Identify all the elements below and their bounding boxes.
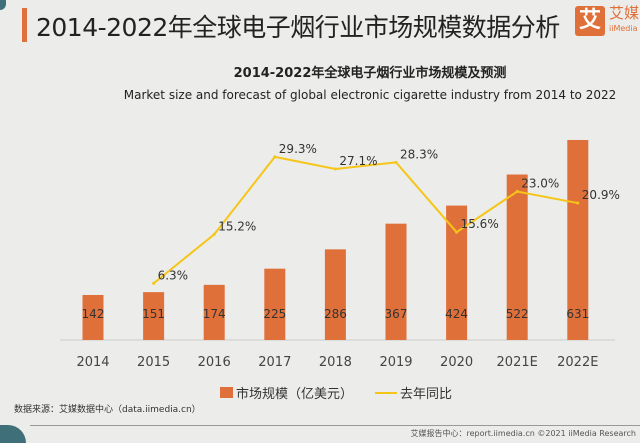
x-tick-label: 2021E: [497, 355, 538, 370]
bar: [82, 294, 104, 340]
footer-text: 艾媒报告中心：report.iimedia.cn ©2021 iiMedia R…: [410, 429, 636, 438]
yoy-value-label: 23.0%: [521, 177, 559, 191]
yoy-point: [212, 232, 216, 236]
logo-name: 艾媒: [609, 4, 640, 22]
legend-line-label: 去年同比: [400, 387, 453, 402]
bar-value-label: 286: [324, 307, 347, 321]
bar-value-label: 367: [385, 307, 408, 321]
yoy-point: [152, 281, 156, 285]
bar: [203, 284, 225, 340]
yoy-value-label: 6.3%: [158, 268, 189, 282]
yoy-value-label: 20.9%: [582, 188, 620, 202]
data-source: 数据来源：艾媒数据中心（data.iimedia.cn）: [14, 405, 201, 415]
corner-decoration: [0, 425, 26, 443]
title-accent-bar: [22, 8, 27, 42]
footer-divider: [30, 425, 640, 426]
corner-decoration: [0, 0, 6, 10]
bar: [324, 249, 346, 340]
yoy-point: [455, 230, 459, 234]
bar-value-label: 225: [263, 307, 286, 321]
legend-line-swatch: [375, 391, 398, 394]
bar: [506, 174, 528, 340]
page-title: 2014-2022年全球电子烟行业市场规模数据分析: [36, 13, 560, 42]
bar-value-label: 151: [142, 307, 165, 321]
yoy-value-label: 29.3%: [279, 142, 317, 156]
yoy-value-label: 28.3%: [400, 147, 438, 161]
yoy-point: [333, 167, 337, 171]
chart-title: 2014-2022年全球电子烟行业市场规模及预测: [233, 66, 507, 81]
x-tick-label: 2016: [198, 355, 231, 370]
x-tick-label: 2020: [440, 355, 473, 370]
yoy-value-label: 27.1%: [339, 154, 377, 168]
bar: [446, 205, 468, 340]
chart-subtitle: Market size and forecast of global elect…: [123, 88, 617, 102]
yoy-point: [273, 155, 277, 159]
bar: [264, 268, 286, 340]
bar-value-label: 631: [566, 307, 589, 321]
x-tick-label: 2015: [137, 355, 170, 370]
logo-sub: iiMedia: [609, 24, 638, 33]
yoy-line: [152, 155, 578, 285]
legend: 市场规模（亿美元） 去年同比: [220, 383, 452, 402]
brand-logo: 艾 艾媒 iiMedia: [575, 6, 639, 36]
x-tick-label: 2017: [258, 355, 291, 370]
bar-value-label: 424: [445, 307, 468, 321]
logo-mark: 艾: [575, 6, 605, 36]
x-tick-label: 2014: [76, 355, 109, 370]
bar: [143, 292, 165, 340]
yoy-value-label: 15.2%: [218, 219, 256, 233]
yoy-point: [394, 160, 398, 164]
legend-bar-swatch: [220, 387, 233, 398]
yoy-point: [576, 201, 580, 205]
yoy-value-label: 15.6%: [461, 217, 499, 231]
bar-value-label: 174: [203, 307, 226, 321]
yoy-point: [515, 190, 519, 193]
x-tick-label: 2018: [319, 355, 352, 370]
bar-value-label: 142: [82, 307, 105, 321]
legend-bar-label: 市场规模（亿美元）: [236, 387, 354, 402]
bar-value-label: 522: [506, 307, 529, 321]
x-tick-label: 2022E: [557, 355, 598, 370]
bar: [385, 223, 407, 340]
x-tick-label: 2019: [379, 355, 412, 370]
bar: [567, 139, 589, 340]
